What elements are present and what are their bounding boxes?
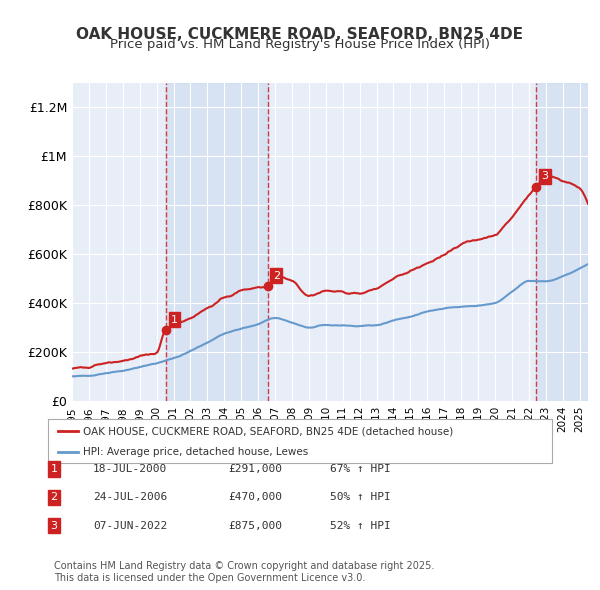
Text: 2: 2 xyxy=(50,493,58,502)
Text: 1: 1 xyxy=(171,314,178,325)
Text: 3: 3 xyxy=(50,521,58,530)
Text: £470,000: £470,000 xyxy=(228,493,282,502)
Text: 3: 3 xyxy=(541,172,548,181)
Text: 52% ↑ HPI: 52% ↑ HPI xyxy=(330,521,391,530)
Text: 24-JUL-2006: 24-JUL-2006 xyxy=(93,493,167,502)
Text: £875,000: £875,000 xyxy=(228,521,282,530)
Text: £291,000: £291,000 xyxy=(228,464,282,474)
Text: 50% ↑ HPI: 50% ↑ HPI xyxy=(330,493,391,502)
Text: 1: 1 xyxy=(50,464,58,474)
Text: Contains HM Land Registry data © Crown copyright and database right 2025.
This d: Contains HM Land Registry data © Crown c… xyxy=(54,561,434,583)
Text: 2: 2 xyxy=(272,271,280,281)
Text: Price paid vs. HM Land Registry's House Price Index (HPI): Price paid vs. HM Land Registry's House … xyxy=(110,38,490,51)
Text: 18-JUL-2000: 18-JUL-2000 xyxy=(93,464,167,474)
Bar xyxy=(166,83,268,401)
Text: 07-JUN-2022: 07-JUN-2022 xyxy=(93,521,167,530)
Bar xyxy=(536,83,588,401)
Text: OAK HOUSE, CUCKMERE ROAD, SEAFORD, BN25 4DE: OAK HOUSE, CUCKMERE ROAD, SEAFORD, BN25 … xyxy=(77,27,523,41)
Text: HPI: Average price, detached house, Lewes: HPI: Average price, detached house, Lewe… xyxy=(83,447,308,457)
Text: 67% ↑ HPI: 67% ↑ HPI xyxy=(330,464,391,474)
Text: OAK HOUSE, CUCKMERE ROAD, SEAFORD, BN25 4DE (detached house): OAK HOUSE, CUCKMERE ROAD, SEAFORD, BN25 … xyxy=(83,427,454,436)
